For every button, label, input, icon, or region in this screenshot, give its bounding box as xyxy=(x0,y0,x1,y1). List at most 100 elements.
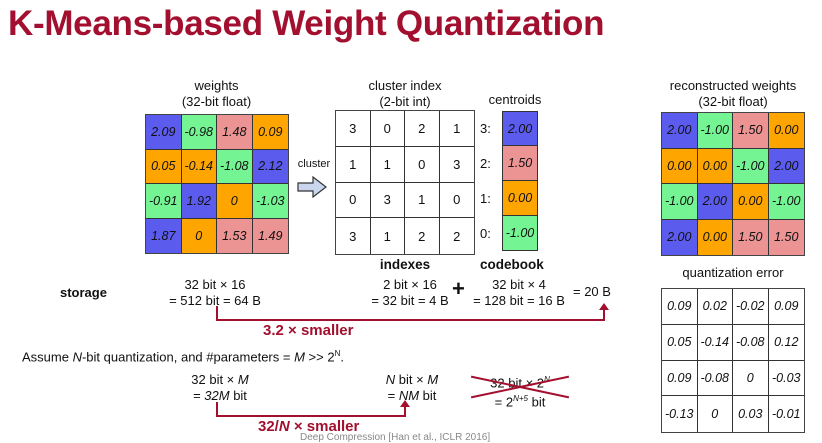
assumption-post: >> 2 xyxy=(304,349,335,365)
centroid-key: 0: xyxy=(480,226,491,241)
storage-total: = 20 B xyxy=(573,284,611,299)
reconstructed-label-line1: reconstructed weights xyxy=(669,78,797,93)
general-quantized-line1: N bit × M xyxy=(372,372,452,388)
reconstructed-weights-grid: 2.00 -1.00 1.50 0.00 0.00 0.00 -1.00 2.00 -1.00 2… xyxy=(661,112,805,256)
assumption-pre: Assume xyxy=(22,349,73,365)
general-original: 32 bit × M = 32M bit xyxy=(180,372,260,404)
matrix-cell: 1.87 xyxy=(146,218,182,253)
matrix-cell: -0.14 xyxy=(181,149,217,184)
t: bit × xyxy=(395,372,428,387)
storage-codebook: 32 bit × 4 = 128 bit = 16 B xyxy=(467,277,571,309)
matrix-cell: -0.08 xyxy=(733,324,769,361)
bracket-right xyxy=(603,308,605,321)
matrix-cell: 0.03 xyxy=(733,396,769,432)
matrix-cell: 0.00 xyxy=(733,184,769,220)
reconstructed-label: reconstructed weights (32-bit float) xyxy=(650,78,816,110)
matrix-cell: -0.91 xyxy=(146,184,182,219)
centroid-row: 3: 2.00 xyxy=(480,111,540,146)
t: 32 bit × 2 xyxy=(490,375,545,391)
centroid-row: 2: 1.50 xyxy=(480,146,540,181)
general-original-line1: 32 bit × M xyxy=(180,372,260,388)
matrix-cell: 2.09 xyxy=(146,115,182,150)
storage-original-line2: = 512 bit = 64 B xyxy=(169,293,261,308)
arrowhead-up-icon xyxy=(599,303,609,310)
matrix-cell: 3 xyxy=(336,218,371,254)
matrix-cell: 2 xyxy=(405,111,440,147)
t: 32/ xyxy=(258,418,279,435)
assumption-end: . xyxy=(340,349,344,365)
cluster-index-label: cluster index (2-bit int) xyxy=(335,78,475,110)
general-codebook-line2: = 2N+5 bit xyxy=(470,391,570,410)
matrix-cell: 0.12 xyxy=(768,324,804,361)
matrix-cell: 1.50 xyxy=(733,219,769,255)
matrix-cell: 1.50 xyxy=(768,219,804,255)
matrix-cell: 1.50 xyxy=(733,113,769,149)
assumption-n: N xyxy=(72,349,82,365)
t: N xyxy=(278,418,290,435)
weights-label-line2: (32-bit float) xyxy=(181,94,252,109)
centroid-row: 0: -1.00 xyxy=(480,216,540,251)
storage-codebook-line1: 32 bit × 4 xyxy=(492,277,546,292)
reconstructed-label-line2: (32-bit float) xyxy=(698,94,768,109)
general-codebook-line1: 32 bit × 2N xyxy=(470,372,570,391)
weights-grid: 2.09 -0.98 1.48 0.09 0.05 -0.14 -1.08 2.12 -0.91… xyxy=(145,114,289,254)
right-arrow-icon xyxy=(297,175,327,203)
matrix-cell: -1.00 xyxy=(662,184,698,220)
matrix-cell: -0.14 xyxy=(697,324,733,361)
quantization-error-grid: 0.09 0.02 -0.02 0.09 0.05 -0.14 -0.08 0.12 0.09-… xyxy=(661,288,805,433)
matrix-cell: 2 xyxy=(439,218,474,254)
assumption-sup: N xyxy=(334,349,341,358)
matrix-cell: 0.00 xyxy=(697,148,733,184)
matrix-cell: 0 xyxy=(336,182,371,219)
matrix-cell: 0.02 xyxy=(697,289,733,325)
t: 32 bit × xyxy=(191,372,238,387)
matrix-cell: -1.03 xyxy=(252,184,288,219)
centroid-key: 1: xyxy=(480,191,491,206)
matrix-cell: -1.00 xyxy=(768,184,804,220)
bracket-bottom xyxy=(216,319,605,321)
t: M xyxy=(237,372,249,387)
general-quantized: N bit × M = NM bit xyxy=(372,372,452,404)
storage-original-line1: 32 bit × 16 xyxy=(184,277,246,292)
matrix-cell: -0.13 xyxy=(662,396,698,432)
bracket2-left xyxy=(216,402,218,416)
centroid-value: 0.00 xyxy=(502,181,538,216)
matrix-cell: -0.03 xyxy=(768,360,804,397)
storage-label: storage xyxy=(60,285,107,300)
matrix-cell: 3 xyxy=(370,182,405,219)
matrix-cell: 0.00 xyxy=(697,219,733,255)
matrix-cell: 0 xyxy=(181,218,217,253)
t: NM xyxy=(398,388,420,403)
matrix-cell: -0.01 xyxy=(768,396,804,432)
matrix-cell: 2.00 xyxy=(662,113,698,149)
matrix-cell: 1.92 xyxy=(181,184,217,219)
matrix-cell: -0.98 xyxy=(181,115,217,150)
storage-indexes-line2: = 32 bit = 4 B xyxy=(371,293,449,308)
matrix-cell: 1 xyxy=(439,111,474,147)
storage-indexes-line1: 2 bit × 16 xyxy=(383,277,437,292)
matrix-cell: 0.09 xyxy=(662,360,698,397)
arrowhead2-up-icon xyxy=(400,400,410,407)
matrix-cell: 1 xyxy=(405,182,440,219)
t: = xyxy=(193,388,205,403)
matrix-cell: 1.53 xyxy=(217,218,253,253)
matrix-cell: 2.00 xyxy=(662,219,698,255)
t: N+5 xyxy=(513,394,528,404)
centroid-value: 2.00 xyxy=(502,111,538,146)
centroids-label: centroids xyxy=(488,92,542,107)
matrix-cell: 0.05 xyxy=(662,324,698,361)
t: = 2 xyxy=(494,394,514,410)
matrix-cell: 0 xyxy=(370,111,405,147)
t: N xyxy=(385,372,396,387)
slide-title: K-Means-based Weight Quantization xyxy=(8,4,605,43)
storage-indexes: 2 bit × 16 = 32 bit = 4 B xyxy=(360,277,460,309)
matrix-cell: 0.09 xyxy=(768,289,804,325)
matrix-cell: 0 xyxy=(405,146,440,183)
matrix-cell: 3 xyxy=(336,111,371,147)
matrix-cell: 0.00 xyxy=(662,148,698,184)
matrix-cell: 0.09 xyxy=(252,115,288,150)
centroid-key: 2: xyxy=(480,156,491,171)
weights-label: weights (32-bit float) xyxy=(145,78,288,110)
matrix-cell: -0.08 xyxy=(697,360,733,397)
matrix-cell: 0 xyxy=(733,360,769,397)
